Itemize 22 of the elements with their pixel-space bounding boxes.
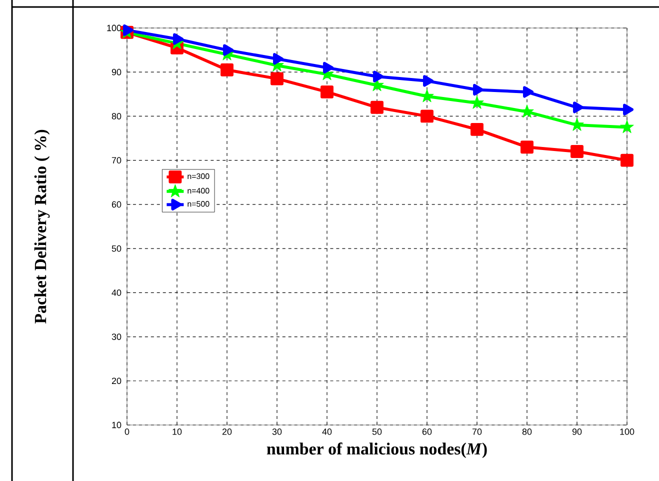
x-tick-label: 70 [472, 428, 482, 435]
y-tick-label: 90 [112, 68, 122, 76]
x-tick-label: 10 [172, 428, 182, 435]
x-tick-label: 40 [322, 428, 332, 435]
x-tick-label: 20 [222, 428, 232, 435]
y-tick-label: 20 [112, 378, 122, 384]
x-tick-label: 50 [372, 428, 382, 435]
x-tick-label: 0 [124, 428, 130, 435]
y-axis-title: Packet Delivery Ratio ( %) [34, 130, 50, 324]
x-tick-label: 80 [522, 428, 532, 435]
x-tick-label: 60 [422, 428, 432, 435]
y-tick-label: 70 [112, 157, 122, 164]
x-tick-label: 90 [572, 428, 582, 435]
x-tick-label: 30 [272, 428, 282, 435]
y-tick-label: 30 [112, 334, 122, 340]
y-tick-label: 40 [112, 289, 122, 296]
x-tick-label: 100 [620, 428, 634, 435]
y-tick-label: 60 [112, 201, 122, 208]
y-tick-label: 10 [112, 422, 122, 428]
y-tick-label: 80 [112, 113, 122, 120]
x-axis-title: number of malicious nodes(M) [266, 442, 487, 458]
y-tick-label: 50 [112, 245, 122, 252]
